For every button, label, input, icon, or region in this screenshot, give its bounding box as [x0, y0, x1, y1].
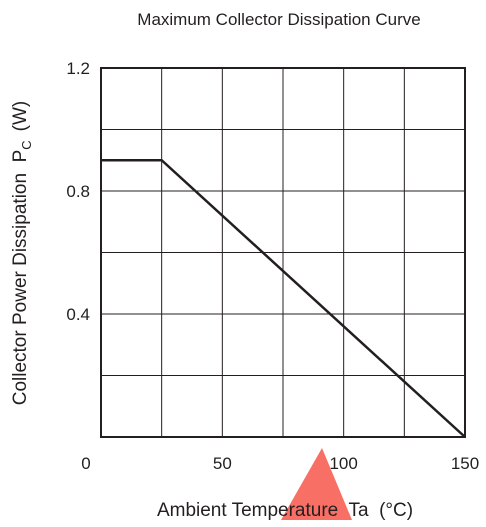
watermark-logo — [281, 448, 352, 520]
plot-frame — [100, 67, 466, 438]
x-axis-label: Ambient Temperature Ta (°C) — [157, 500, 413, 521]
x-tick-labels: 0 50 100 150 — [81, 454, 479, 473]
y-axis-label-main: Collector Power Dissipation P — [10, 150, 31, 406]
y-tick-label: 0.4 — [66, 305, 90, 324]
y-tick-labels: 1.2 0.8 0.4 — [66, 59, 90, 324]
dissipation-curve — [101, 159, 466, 438]
y-axis-label-subscript: C — [19, 140, 34, 149]
x-tick-label: 50 — [213, 454, 232, 473]
x-tick-label: 0 — [81, 454, 90, 473]
y-tick-label: 1.2 — [66, 59, 90, 78]
y-axis-label-unit: (W) — [10, 101, 31, 132]
y-axis-label: Collector Power Dissipation PC (W) — [10, 101, 34, 406]
chart-title: Maximum Collector Dissipation Curve — [137, 10, 420, 29]
y-tick-label: 0.8 — [66, 182, 90, 201]
grid — [101, 68, 465, 437]
series — [101, 159, 466, 438]
x-tick-label: 100 — [329, 454, 357, 473]
x-tick-label: 150 — [451, 454, 479, 473]
